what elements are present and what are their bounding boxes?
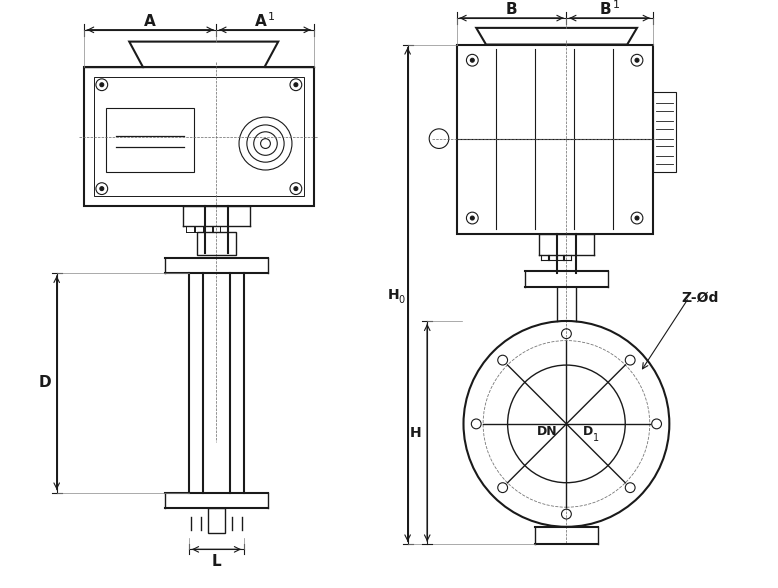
- Text: DN: DN: [537, 425, 557, 438]
- Bar: [457, 45, 653, 234]
- Text: H: H: [410, 426, 421, 440]
- Bar: [197, 232, 236, 255]
- Text: L: L: [212, 554, 221, 569]
- Text: 1: 1: [268, 12, 275, 22]
- Text: D: D: [583, 425, 593, 438]
- Circle shape: [471, 58, 475, 62]
- Text: Z-Ød: Z-Ød: [681, 290, 718, 305]
- Text: A: A: [254, 14, 267, 29]
- Text: A: A: [144, 14, 156, 29]
- Circle shape: [294, 83, 298, 86]
- Circle shape: [635, 216, 639, 220]
- Circle shape: [100, 186, 103, 191]
- Circle shape: [100, 83, 103, 86]
- Circle shape: [471, 216, 475, 220]
- Circle shape: [294, 186, 298, 191]
- Bar: [84, 67, 314, 206]
- Text: 1: 1: [613, 1, 620, 11]
- Text: D: D: [39, 375, 51, 390]
- Bar: [653, 92, 676, 172]
- Bar: [106, 108, 194, 172]
- Text: 1: 1: [593, 433, 599, 443]
- Text: B: B: [506, 2, 517, 17]
- Bar: [94, 77, 303, 196]
- Text: H: H: [388, 288, 400, 302]
- Text: 0: 0: [398, 295, 405, 305]
- Circle shape: [635, 58, 639, 62]
- Text: B: B: [600, 2, 612, 17]
- Bar: [208, 508, 226, 533]
